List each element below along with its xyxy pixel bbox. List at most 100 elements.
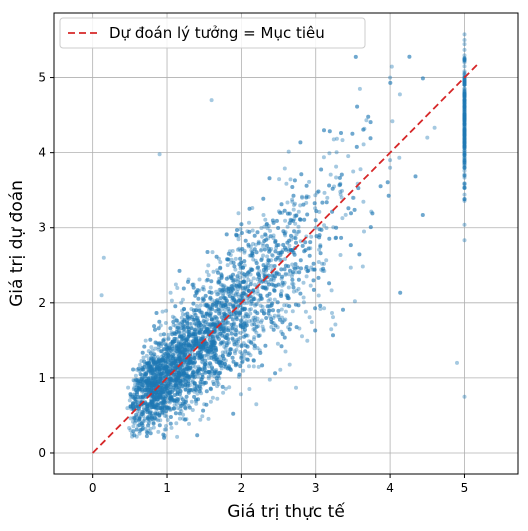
scatter-point [138, 395, 143, 400]
scatter-point [462, 98, 467, 102]
scatter-point [217, 376, 222, 381]
scatter-point [251, 295, 256, 300]
scatter-point [175, 390, 180, 395]
scatter-point [217, 309, 222, 313]
scatter-point [462, 155, 467, 160]
scatter-point [200, 367, 205, 372]
scatter-point [205, 269, 209, 274]
scatter-point [169, 362, 174, 367]
scatter-point [238, 227, 243, 232]
scatter-point [148, 406, 153, 411]
scatter-point [209, 98, 214, 103]
scatter-point [255, 288, 260, 293]
scatter-point [462, 126, 467, 131]
scatter-point [148, 337, 153, 342]
scatter-point [132, 416, 137, 421]
scatter-point [182, 307, 186, 312]
scatter-point [239, 231, 244, 235]
scatter-point [264, 222, 269, 227]
scatter-point [287, 304, 292, 309]
scatter-point [177, 369, 182, 374]
scatter-point [202, 402, 207, 407]
scatter-point [162, 410, 167, 415]
scatter-point [286, 272, 291, 277]
scatter-point [252, 282, 257, 287]
scatter-point [251, 315, 256, 320]
scatter-point [215, 292, 220, 297]
scatter-point [235, 308, 240, 313]
x-tick-label: 1 [163, 481, 171, 495]
scatter-point [267, 259, 272, 264]
scatter-point [164, 380, 169, 385]
scatter-point [168, 394, 173, 399]
scatter-point [420, 213, 425, 217]
scatter-point [256, 333, 261, 338]
scatter-point [156, 347, 161, 352]
scatter-point [146, 385, 151, 390]
scatter-point [216, 337, 221, 341]
scatter-point [397, 92, 402, 97]
scatter-point [388, 158, 393, 163]
scatter-point [235, 274, 240, 279]
scatter-point [144, 387, 149, 392]
scatter-point [164, 414, 169, 419]
scatter-point [462, 112, 467, 117]
scatter-point [212, 325, 217, 330]
scatter-point [156, 418, 161, 423]
scatter-point [170, 314, 175, 319]
scatter-point [160, 411, 165, 416]
scatter-point [176, 376, 180, 381]
scatter-point [166, 395, 171, 400]
scatter-point [219, 307, 224, 312]
scatter-point [209, 343, 214, 348]
scatter-point [150, 376, 155, 381]
scatter-point [368, 225, 373, 230]
scatter-point [240, 271, 245, 276]
scatter-point [243, 286, 248, 291]
scatter-point [169, 425, 174, 430]
scatter-point [187, 361, 191, 366]
scatter-point [263, 217, 268, 222]
scatter-point [209, 325, 214, 329]
scatter-point [175, 434, 180, 439]
scatter-point [318, 251, 323, 256]
scatter-point [267, 377, 272, 382]
scatter-point [169, 395, 174, 400]
scatter-point [275, 325, 280, 330]
scatter-point [208, 306, 213, 311]
scatter-point [199, 377, 204, 382]
scatter-point [176, 325, 181, 330]
scatter-point [142, 377, 147, 382]
scatter-point [138, 414, 143, 419]
scatter-point [215, 380, 220, 385]
scatter-point [128, 394, 133, 399]
scatter-point [214, 316, 219, 321]
scatter-point [182, 367, 187, 372]
scatter-point [128, 404, 133, 409]
scatter-point [254, 261, 259, 266]
scatter-point [218, 326, 223, 331]
scatter-point [462, 140, 467, 144]
scatter-point [154, 417, 159, 422]
scatter-point [462, 53, 467, 58]
scatter-point [232, 264, 237, 269]
scatter-point [180, 350, 185, 355]
scatter-point [322, 261, 326, 266]
scatter-point [270, 273, 275, 278]
scatter-point [432, 125, 437, 130]
scatter-point [368, 120, 373, 125]
scatter-point [252, 335, 257, 340]
scatter-point [231, 359, 236, 364]
scatter-point [146, 423, 151, 428]
scatter-point [232, 342, 237, 347]
scatter-point [170, 341, 175, 346]
scatter-point [148, 382, 153, 387]
scatter-point [170, 339, 175, 344]
scatter-point [174, 349, 179, 353]
scatter-point [220, 300, 224, 305]
x-tick-label: 5 [461, 481, 469, 495]
scatter-point [165, 383, 170, 388]
scatter-point [238, 284, 243, 289]
scatter-point [462, 98, 467, 103]
scatter-point [151, 421, 156, 426]
